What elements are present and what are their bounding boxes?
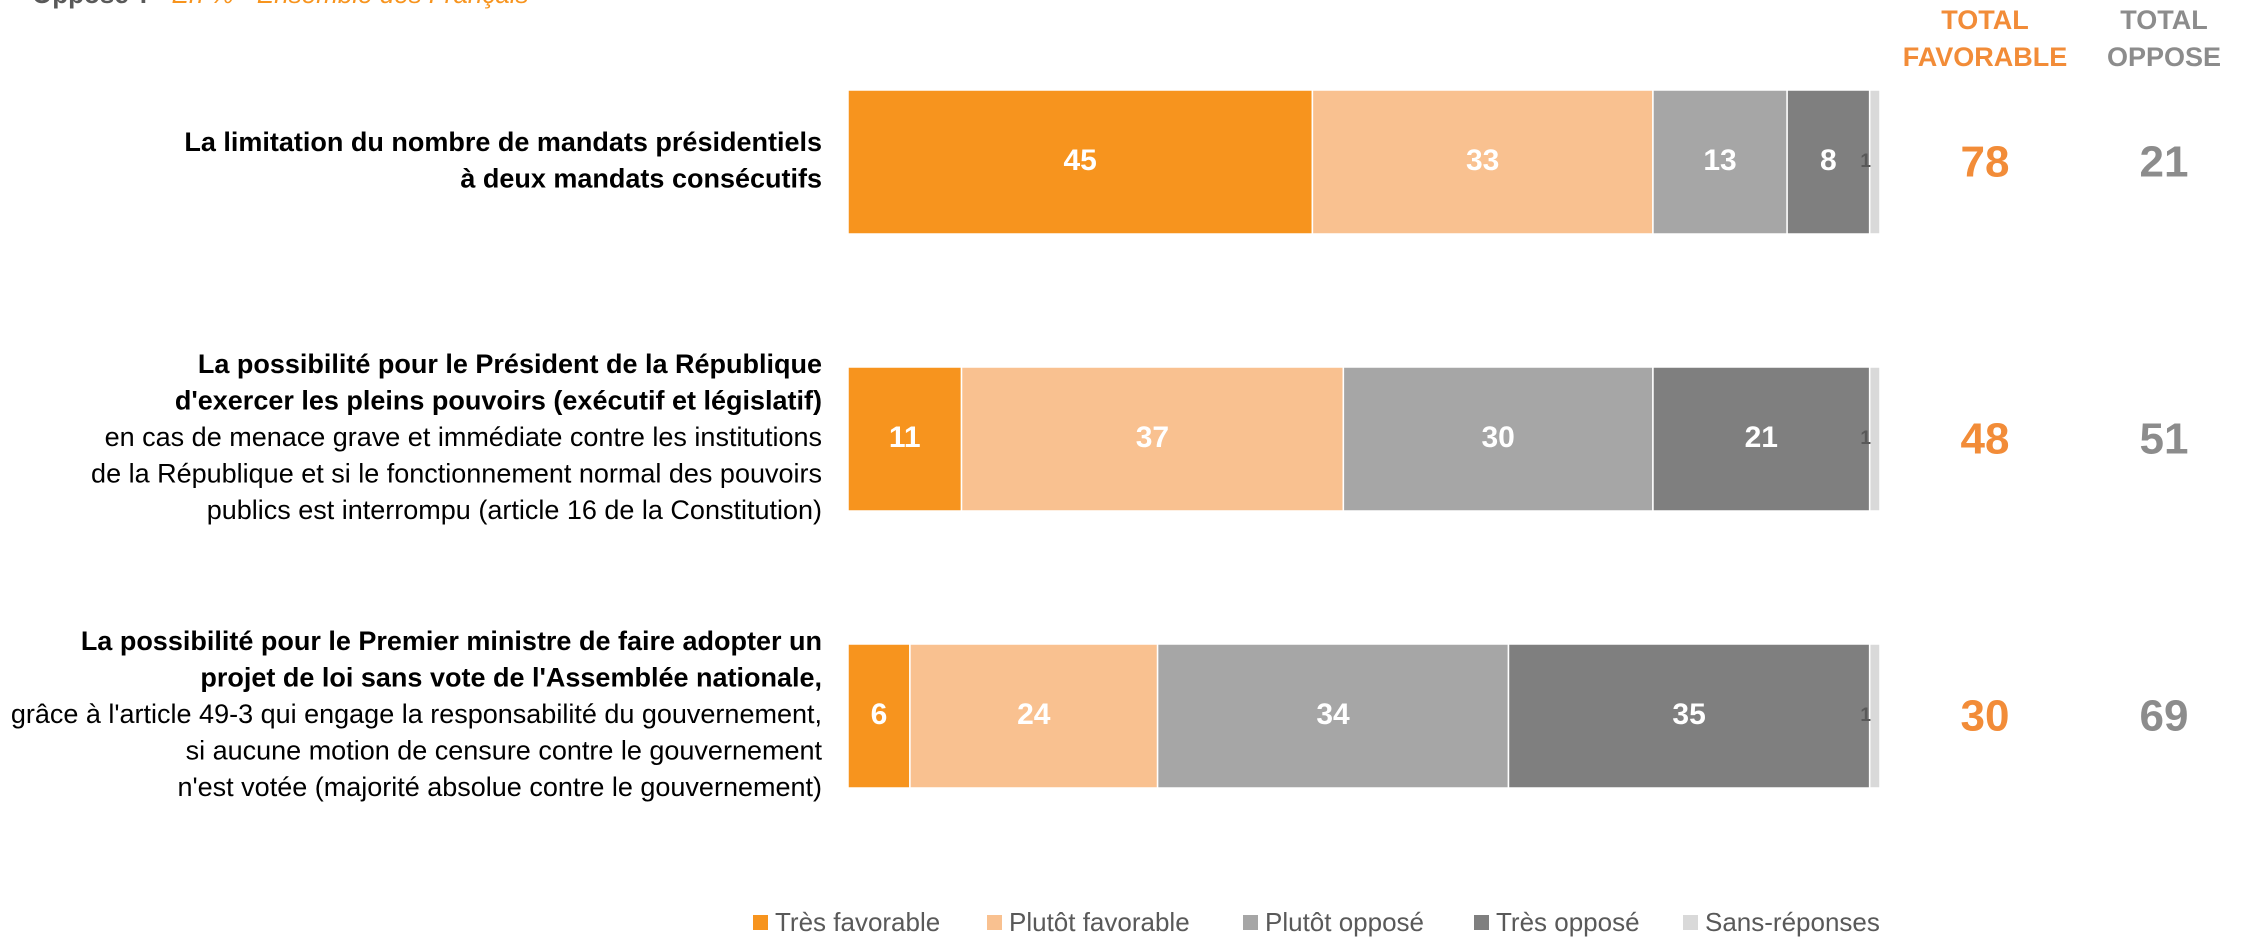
bar-segment: [1507, 643, 1871, 789]
category-label: à deux mandats consécutifs: [460, 163, 822, 193]
category-label: de la République et si le fonctionnement…: [91, 459, 822, 489]
bar-segment: [847, 366, 963, 512]
bar-segment: [847, 89, 1314, 235]
category-label: si aucune motion de censure contre le go…: [186, 736, 823, 766]
category-label: d'exercer les pleins pouvoirs (exécutif …: [175, 386, 822, 416]
value-label: 8: [1820, 144, 1837, 177]
bar-segment: [1786, 89, 1871, 235]
category-label: en cas de menace grave et immédiate cont…: [105, 422, 822, 452]
total-header: FAVORABLE: [1903, 42, 2068, 72]
subtitle: – En % - Ensemble des Français: [149, 0, 529, 9]
value-label: 1: [1860, 705, 1871, 726]
category-label: La limitation du nombre de mandats prési…: [184, 127, 822, 157]
category-label: publics est interrompu (article 16 de la…: [207, 495, 822, 525]
bar-segment: [1311, 89, 1654, 235]
bar-segment: [1868, 366, 1881, 512]
bar-segment: [1342, 366, 1654, 512]
value-label: 35: [1672, 698, 1705, 731]
legend-swatch: [1474, 915, 1489, 930]
total-value: 51: [2140, 415, 2189, 464]
category-label: projet de loi sans vote de l'Assemblée n…: [200, 663, 822, 693]
value-label: 37: [1136, 421, 1169, 454]
bar-segment: [1652, 366, 1871, 512]
bar-segment: [909, 643, 1159, 789]
legend-swatch: [1243, 915, 1258, 930]
total-value: 69: [2140, 692, 2189, 741]
total-value: 78: [1961, 138, 2010, 187]
category-label: La possibilité pour le Premier ministre …: [81, 626, 822, 656]
value-label: 45: [1064, 144, 1097, 177]
value-label: 6: [871, 698, 888, 731]
value-label: 33: [1466, 144, 1499, 177]
legend-label: Très favorable: [775, 907, 940, 937]
legend-label: Plutôt favorable: [1009, 907, 1190, 937]
value-label: 21: [1745, 421, 1778, 454]
question: Opposé ?: [32, 0, 152, 9]
legend-label: Sans-réponses: [1705, 907, 1880, 937]
value-label: 30: [1481, 421, 1514, 454]
bar-segment: [1652, 89, 1788, 235]
total-header: TOTAL: [2120, 5, 2208, 35]
legend-swatch: [753, 915, 768, 930]
value-label: 1: [1860, 151, 1871, 172]
bar-segment: [960, 366, 1345, 512]
category-label: La possibilité pour le Président de la R…: [198, 349, 822, 379]
total-value: 30: [1961, 692, 2010, 741]
value-label: 11: [889, 421, 921, 454]
bar-segment: [847, 643, 911, 789]
total-header: TOTAL: [1941, 5, 2029, 35]
legend-label: Très opposé: [1496, 907, 1640, 937]
legend-label: Plutôt opposé: [1265, 907, 1424, 937]
value-label: 13: [1703, 144, 1736, 177]
category-label: n'est votée (majorité absolue contre le …: [177, 772, 822, 802]
total-value: 21: [2140, 138, 2189, 187]
legend-swatch: [1683, 915, 1698, 930]
value-label: 24: [1017, 698, 1051, 731]
value-label: 34: [1316, 698, 1350, 731]
bar-segment: [1868, 643, 1881, 789]
value-label: 1: [1860, 428, 1871, 449]
legend-swatch: [987, 915, 1002, 930]
total-header: OPPOSE: [2107, 42, 2221, 72]
total-value: 48: [1961, 415, 2010, 464]
category-label: grâce à l'article 49-3 qui engage la res…: [11, 699, 822, 729]
bar-segment: [1868, 89, 1881, 235]
